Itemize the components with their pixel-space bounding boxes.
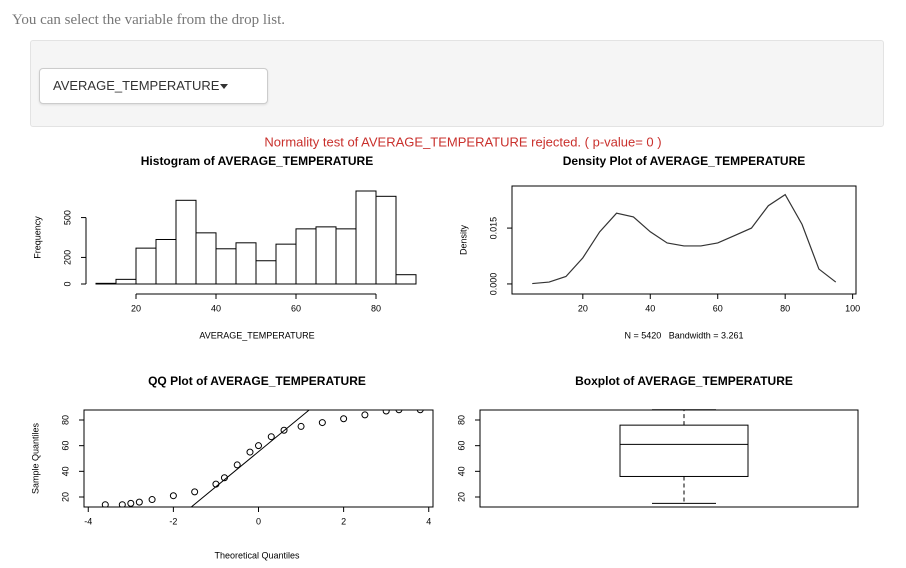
- chart-title: Density Plot of AVERAGE_TEMPERATURE: [563, 154, 805, 168]
- x-tick-label: 20: [578, 303, 588, 313]
- y-tick-label: 20: [456, 492, 466, 502]
- histogram-bar: [375, 195, 397, 285]
- y-tick-label: 40: [456, 466, 466, 476]
- intro-text: You can select the variable from the dro…: [12, 12, 285, 28]
- x-tick-label: 80: [371, 303, 381, 313]
- dropdown-value[interactable]: AVERAGE_TEMPERATURE: [53, 78, 220, 93]
- x-tick-label: 4: [426, 516, 431, 526]
- qq-point: [340, 415, 348, 423]
- qq-point: [361, 411, 369, 419]
- y-tick-label: 80: [456, 415, 466, 425]
- histogram-bar: [95, 282, 117, 285]
- y-tick-label: 20: [60, 492, 70, 502]
- histogram-bar: [295, 228, 317, 285]
- histogram-bar: [215, 248, 237, 285]
- qq-point: [382, 410, 390, 415]
- qq-point: [233, 461, 241, 469]
- y-tick-label: 0.000: [488, 273, 498, 296]
- qq-point: [148, 496, 156, 504]
- x-axis-label: Theoretical Quantiles: [214, 550, 300, 560]
- x-axis-label: AVERAGE_TEMPERATURE: [199, 330, 314, 340]
- variable-dropdown[interactable]: AVERAGE_TEMPERATURE: [39, 68, 268, 104]
- x-tick-label: 100: [845, 303, 860, 313]
- qq-point: [191, 488, 199, 496]
- test-message: Normality test of AVERAGE_TEMPERATURE re…: [264, 134, 661, 149]
- qq-point: [246, 448, 254, 456]
- qq-point: [212, 480, 220, 488]
- y-axis-label: Frequency: [32, 216, 42, 259]
- x-tick-label: 40: [211, 303, 221, 313]
- histogram-bar: [355, 190, 377, 285]
- reference-line: [190, 409, 310, 508]
- histogram-bar: [235, 242, 257, 285]
- y-tick-label: 40: [60, 466, 70, 476]
- x-tick-label: -2: [169, 516, 177, 526]
- qq-point: [280, 426, 288, 434]
- histogram-bar: [195, 232, 217, 285]
- qq-point: [118, 501, 126, 507]
- caret[interactable]: [220, 84, 229, 90]
- qq-point: [127, 499, 135, 507]
- y-tick-label: 60: [456, 441, 466, 451]
- histogram-bar: [275, 243, 297, 285]
- qq-point: [318, 419, 326, 427]
- y-tick-label: 80: [60, 415, 70, 425]
- x-tick-label: 60: [713, 303, 723, 313]
- subtitle: N = 5420 Bandwidth = 3.261: [624, 330, 743, 340]
- qq-point: [297, 422, 305, 430]
- y-tick-label: 60: [60, 441, 70, 451]
- chart-title: Histogram of AVERAGE_TEMPERATURE: [141, 154, 373, 168]
- x-tick-label: -4: [84, 516, 92, 526]
- x-tick-label: 0: [256, 516, 261, 526]
- y-axis-label: Density: [458, 224, 468, 255]
- density-line: [532, 193, 837, 285]
- qq-point: [416, 410, 424, 414]
- histogram-bar: [135, 247, 157, 285]
- histogram-bar: [115, 278, 137, 285]
- x-tick-label: 80: [780, 303, 790, 313]
- chart-title: Boxplot of AVERAGE_TEMPERATURE: [575, 374, 793, 388]
- qq-point: [395, 410, 403, 414]
- histogram-bar: [155, 238, 177, 285]
- x-tick-label: 60: [291, 303, 301, 313]
- histogram-bar: [335, 228, 357, 285]
- qq-point: [255, 442, 262, 450]
- y-tick-label: 0: [62, 281, 72, 286]
- y-tick-label: 0.015: [488, 217, 498, 240]
- plot-frame: [83, 409, 434, 508]
- histogram-bar: [315, 226, 337, 285]
- y-axis-label: Sample Quantiles: [30, 422, 40, 494]
- x-tick-label: 20: [131, 303, 141, 313]
- histogram-bar: [175, 199, 197, 285]
- y-tick-label: 200: [62, 250, 72, 265]
- y-tick-label: 500: [62, 210, 72, 225]
- x-tick-label: 2: [341, 516, 346, 526]
- qq-point: [169, 492, 177, 500]
- histogram-bar: [395, 274, 417, 285]
- qq-point: [101, 501, 109, 507]
- x-tick-label: 40: [645, 303, 655, 313]
- qq-point: [135, 498, 143, 506]
- qq-point: [220, 474, 228, 482]
- control-panel: AVERAGE_TEMPERATURE: [30, 40, 884, 127]
- histogram-bar: [255, 260, 277, 285]
- chart-title: QQ Plot of AVERAGE_TEMPERATURE: [148, 374, 366, 388]
- qq-point: [267, 433, 275, 441]
- box: [619, 424, 749, 477]
